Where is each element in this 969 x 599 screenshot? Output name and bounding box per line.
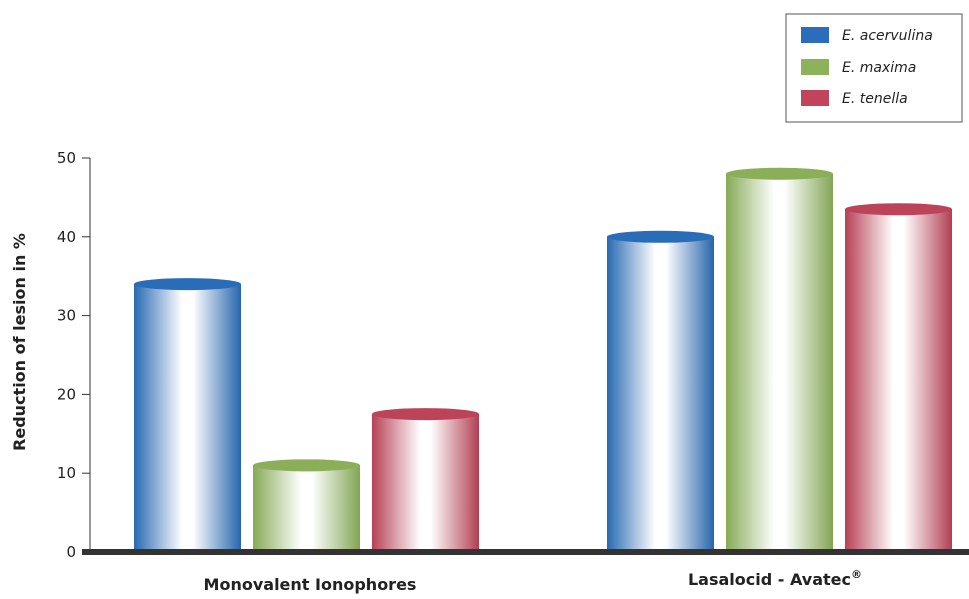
legend-swatch-acervulina	[801, 27, 829, 43]
y-axis-title: Reduction of lesion in %	[10, 233, 29, 451]
bar-body	[372, 414, 479, 552]
bar-body	[253, 465, 360, 552]
bar-cap	[845, 203, 952, 216]
legend-label-tenella: E. tenella	[842, 91, 908, 107]
bar-body	[607, 236, 714, 553]
legend-swatch-tenella	[801, 90, 829, 106]
bar	[726, 167, 833, 552]
legend: E. acervulina E. maxima E. tenella	[785, 13, 963, 123]
bar	[134, 278, 241, 552]
category-label-monovalent: Monovalent Ionophores	[204, 575, 417, 594]
y-tick-label: 40	[57, 228, 76, 246]
category-label-lasalocid-superscript: ®	[851, 568, 862, 581]
bar-body	[845, 209, 952, 552]
bar-cap	[372, 408, 479, 421]
x-axis-baseline	[82, 549, 969, 555]
bar-cap	[253, 459, 360, 472]
category-label-lasalocid: Lasalocid - Avatec®	[688, 568, 862, 589]
bar-body	[726, 173, 833, 552]
y-tick-label: 30	[57, 307, 76, 325]
legend-label-acervulina: E. acervulina	[842, 28, 933, 44]
y-tick-label: 20	[57, 385, 76, 403]
bar	[607, 230, 714, 553]
y-tick-label: 0	[66, 543, 76, 561]
category-label-lasalocid-text: Lasalocid - Avatec	[688, 570, 851, 589]
y-ticks: 0 10 20 30 40 50	[57, 149, 90, 561]
y-tick-label: 10	[57, 464, 76, 482]
legend-swatch-maxima	[801, 59, 829, 75]
bar-cap	[607, 230, 714, 243]
y-tick-label: 50	[57, 149, 76, 167]
legend-label-maxima: E. maxima	[842, 60, 916, 76]
bar-cap	[134, 278, 241, 291]
bar	[845, 203, 952, 552]
bar-body	[134, 284, 241, 552]
bar-cap	[726, 167, 833, 180]
bars	[134, 167, 952, 553]
bar	[372, 408, 479, 552]
bar	[253, 459, 360, 552]
